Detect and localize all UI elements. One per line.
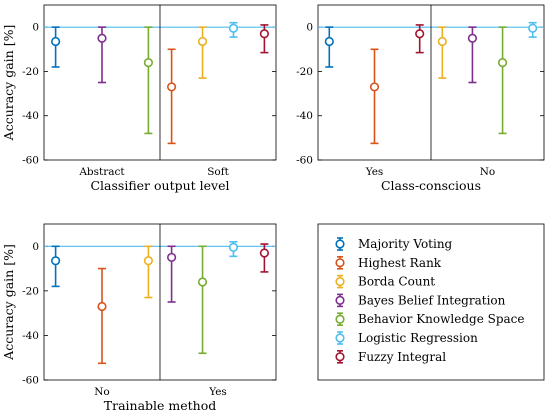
errorbar-behavior-knowledge-space <box>143 26 153 135</box>
x-group-label: Soft <box>207 166 229 178</box>
errorbar-bayes-belief-integration <box>467 26 478 84</box>
legend-marker <box>335 277 345 287</box>
errorbar-highest-rank <box>369 48 380 145</box>
errorbar-logistic-regression <box>228 21 239 38</box>
legend-marker <box>335 239 345 249</box>
y-axis-title: Accuracy gain [%] <box>1 244 16 361</box>
x-group-label: Yes <box>365 166 384 178</box>
errorbar-marker <box>167 252 177 263</box>
errorbar-marker <box>97 301 107 312</box>
y-tick-label: -20 <box>22 285 39 297</box>
legend-item: Borda Count <box>335 275 435 289</box>
y-tick-label: -40 <box>296 110 313 122</box>
errorbar-marker <box>228 242 239 252</box>
x-group-label: Yes <box>208 386 227 398</box>
legend: Majority Voting Highest Rank Borda Count Ba… <box>317 223 545 381</box>
errorbar-marker <box>50 256 61 266</box>
legend-label: Logistic Regression <box>358 331 478 345</box>
errorbar-marker <box>50 36 61 47</box>
y-tick-label: 0 <box>32 22 39 34</box>
errorbar-borda-count <box>197 26 208 79</box>
errorbar-behavior-knowledge-space <box>197 245 208 355</box>
errorbar-fuzzy-integral <box>259 243 270 273</box>
legend-label: Borda Count <box>358 275 435 289</box>
x-group-label: Abstract <box>78 166 125 178</box>
errorbar-bayes-belief-integration <box>97 26 107 84</box>
errorbar-marker <box>197 36 208 47</box>
errorbar-behavior-knowledge-space <box>497 26 508 135</box>
legend-marker <box>335 314 345 324</box>
errorbar-logistic-regression <box>228 241 239 258</box>
errorbar-marker <box>467 33 478 43</box>
legend-item: Bayes Belief Integration <box>335 293 506 307</box>
errorbar-marker <box>528 23 538 33</box>
legend-item: Behavior Knowledge Space <box>335 312 524 326</box>
errorbar-majority-voting <box>50 245 61 288</box>
errorbar-marker <box>167 82 177 92</box>
errorbar-marker <box>97 33 107 43</box>
legend-marker <box>335 258 345 268</box>
y-tick-label: -40 <box>22 330 39 342</box>
legend-marker <box>335 333 345 343</box>
errorbar-majority-voting <box>324 26 334 68</box>
errorbar-marker <box>228 23 239 33</box>
x-axis-title: Classifier output level <box>90 178 229 193</box>
y-tick-label: -60 <box>296 155 313 167</box>
errorbar-highest-rank <box>97 267 107 365</box>
errorbar-borda-count <box>437 26 447 79</box>
errorbar-marker <box>415 29 425 39</box>
y-tick-label: -60 <box>22 155 39 167</box>
legend-label: Bayes Belief Integration <box>358 293 506 307</box>
y-tick-label: 0 <box>32 241 39 253</box>
errorbar-marker <box>324 36 334 47</box>
legend-marker <box>335 295 345 306</box>
legend-label: Fuzzy Integral <box>358 350 446 364</box>
x-group-label: No <box>94 386 110 398</box>
legend-item: Fuzzy Integral <box>335 350 446 364</box>
errorbar-highest-rank <box>167 48 177 145</box>
errorbar-marker <box>437 36 447 47</box>
y-tick-label: -20 <box>296 66 313 78</box>
y-tick-label: 0 <box>306 22 313 34</box>
legend-label: Majority Voting <box>358 237 453 251</box>
x-group-label: No <box>480 166 496 178</box>
errorbar-marker <box>369 82 380 92</box>
y-tick-label: -20 <box>22 66 39 78</box>
y-tick-label: -40 <box>22 110 39 122</box>
x-axis-title: Class-conscious <box>381 178 481 193</box>
errorbar-borda-count <box>143 245 153 299</box>
y-axis-title: Accuracy gain [%] <box>1 25 16 142</box>
errorbar-majority-voting <box>50 26 61 68</box>
legend-marker <box>335 352 345 362</box>
y-tick-label: -60 <box>22 375 39 387</box>
legend-box <box>317 223 545 381</box>
errorbar-fuzzy-integral <box>259 24 270 54</box>
errorbar-marker <box>259 29 270 39</box>
legend-item: Majority Voting <box>335 237 453 251</box>
legend-label: Highest Rank <box>358 256 442 270</box>
errorbar-marker <box>143 256 153 266</box>
errorbar-logistic-regression <box>528 21 538 38</box>
errorbar-marker <box>259 248 270 258</box>
errorbar-bayes-belief-integration <box>167 245 177 303</box>
errorbar-marker <box>143 57 153 68</box>
errorbar-marker <box>497 57 508 68</box>
legend-label: Behavior Knowledge Space <box>358 312 524 326</box>
errorbar-marker <box>197 277 208 287</box>
x-axis-title: Trainable method <box>104 398 217 413</box>
errorbar-fuzzy-integral <box>415 24 425 54</box>
legend-item: Highest Rank <box>335 256 442 270</box>
legend-item: Logistic Regression <box>335 331 478 345</box>
